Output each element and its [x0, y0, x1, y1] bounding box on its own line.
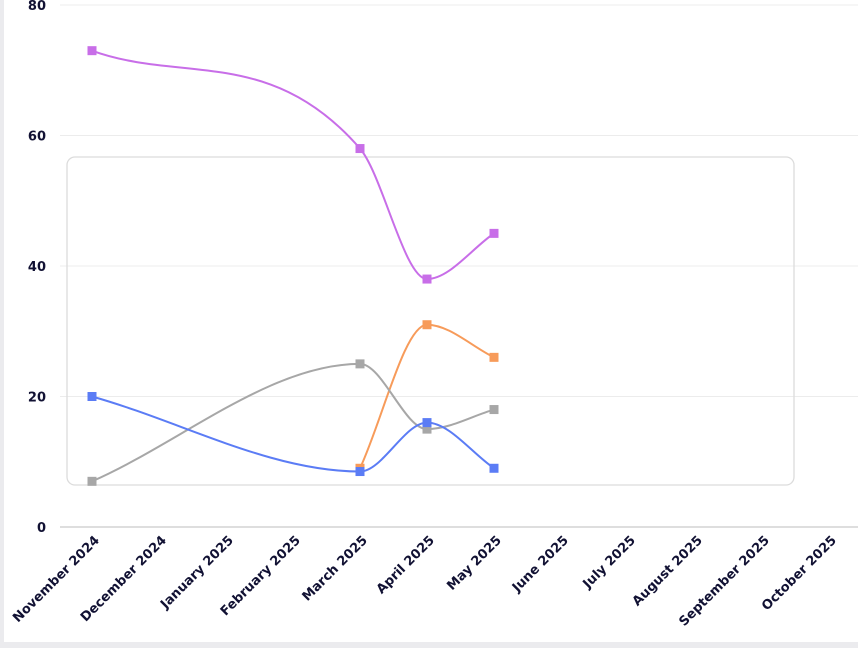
- x-tick-label: June 2025: [509, 533, 572, 596]
- data-point: [87, 392, 97, 401]
- series-3: [87, 359, 499, 486]
- data-point: [489, 463, 499, 473]
- data-point: [489, 405, 499, 415]
- data-point: [355, 467, 365, 477]
- data-point: [355, 359, 365, 369]
- data-point: [355, 144, 365, 154]
- x-tick-label: April 2025: [374, 533, 438, 597]
- series-4: [87, 392, 499, 477]
- data-point: [422, 424, 432, 434]
- x-tick-label: July 2025: [580, 533, 639, 592]
- y-tick-label: 60: [28, 130, 46, 145]
- x-tick-label: August 2025: [630, 533, 706, 609]
- y-axis: 0 20 40 60 80: [28, 0, 46, 536]
- series-line: [91, 49, 495, 281]
- y-tick-label: 80: [28, 0, 46, 14]
- series-line: [91, 395, 495, 473]
- series-group: [87, 46, 499, 486]
- y-tick-label: 40: [28, 260, 46, 275]
- y-tick-label: 20: [28, 391, 46, 406]
- data-point: [489, 228, 499, 238]
- series-line: [91, 362, 495, 483]
- data-point: [422, 418, 432, 428]
- data-point: [422, 320, 432, 330]
- data-point: [87, 476, 97, 486]
- y-tick-label: 0: [37, 521, 46, 536]
- grid-lines: [60, 4, 858, 528]
- overlay-box: [66, 156, 795, 486]
- series-1: [87, 46, 499, 284]
- x-tick-label: March 2025: [300, 533, 371, 604]
- x-tick-label: May 2025: [444, 533, 504, 593]
- data-point: [489, 352, 499, 362]
- data-point: [87, 46, 97, 56]
- data-point: [422, 274, 432, 284]
- series-line: [359, 323, 495, 469]
